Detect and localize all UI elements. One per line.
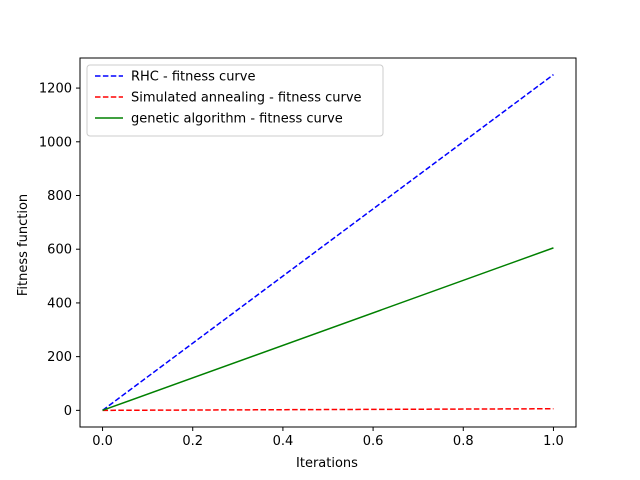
legend-label: RHC - fitness curve xyxy=(131,70,255,85)
series-line-3 xyxy=(102,247,554,412)
y-tick-label: 1000 xyxy=(39,135,72,150)
y-axis-label: Fitness function xyxy=(16,194,31,296)
axes-layer: 0.0 0.2 0.4 0.6 0.8 1.0 0 200 400 600 800 1000 1200 xyxy=(39,57,577,449)
axes-frame xyxy=(79,57,577,428)
y-tick-label: 200 xyxy=(47,350,72,365)
plot-layer xyxy=(102,74,554,412)
y-tick-label: 1200 xyxy=(39,82,72,97)
x-tick-label: 1.0 xyxy=(543,434,564,449)
y-tick-label: 400 xyxy=(47,296,72,311)
legend: RHC - fitness curve Simulated annealing -… xyxy=(86,64,384,137)
y-tick-label: 600 xyxy=(47,243,72,258)
x-tick-label: 0.4 xyxy=(273,434,294,449)
legend-box xyxy=(86,64,384,137)
y-tick-label: 800 xyxy=(47,189,72,204)
x-tick-label: 0.8 xyxy=(453,434,474,449)
series-line-2 xyxy=(102,407,554,412)
x-axis-label: Iterations xyxy=(296,456,358,471)
x-tick-label: 0.0 xyxy=(92,434,113,449)
series-line-1 xyxy=(102,74,554,411)
x-tick-label: 0.2 xyxy=(182,434,203,449)
y-tick-label: 0 xyxy=(64,404,72,419)
x-tick-label: 0.6 xyxy=(363,434,384,449)
legend-label: Simulated annealing - fitness curve xyxy=(131,91,362,106)
legend-label: genetic algorithm - fitness curve xyxy=(131,112,343,127)
